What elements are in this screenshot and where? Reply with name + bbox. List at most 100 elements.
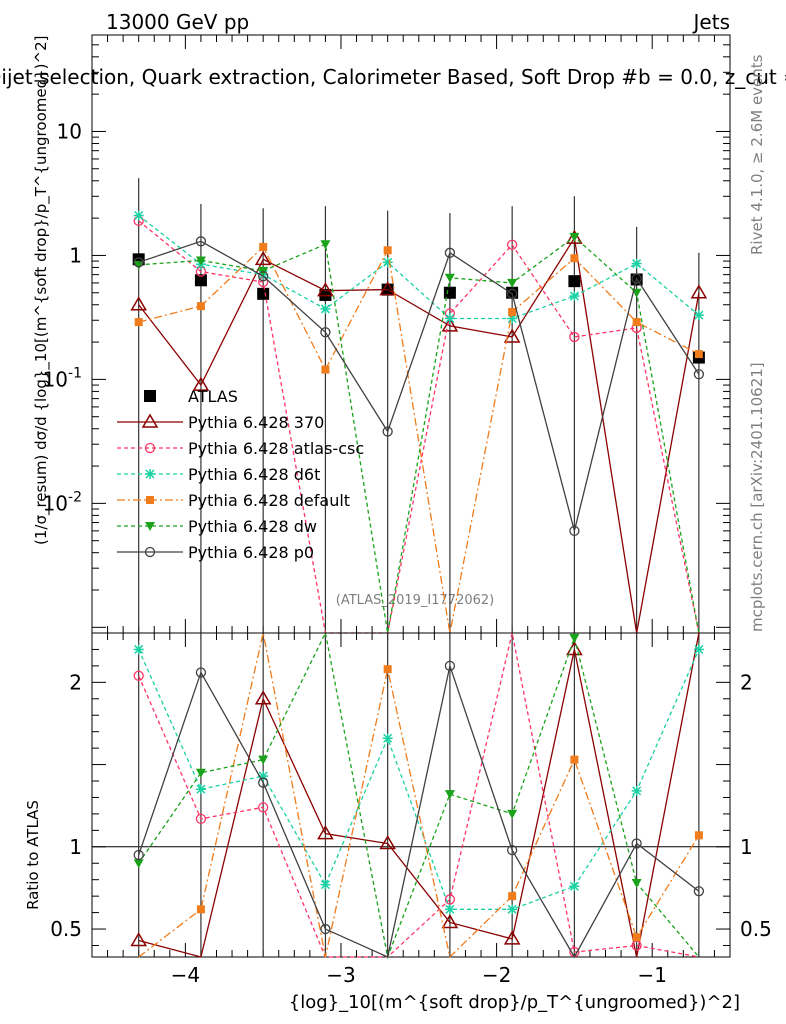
- x-tick-label: −2: [482, 963, 511, 987]
- main-y-tick-label: 10-1: [43, 365, 82, 391]
- point-370: [130, 296, 147, 311]
- point-default: [570, 254, 579, 263]
- ratio-point-default: [570, 755, 579, 764]
- point-default: [632, 318, 641, 327]
- ratio-point-p0: [444, 660, 456, 672]
- legend-label-370: Pythia 6.428 370: [188, 413, 324, 432]
- ratio-point-d6t: [507, 904, 518, 915]
- ratio-point-d6t: [631, 785, 642, 796]
- point-d6t: [569, 291, 580, 302]
- legend-marker-d6t: [145, 469, 155, 479]
- ratio-point-370: [317, 825, 334, 840]
- ratio-point-p0: [195, 667, 207, 678]
- series-line-atlas-csc: [138, 220, 700, 634]
- main-panel: 10-2 10-1 1 10: [43, 34, 731, 957]
- point-370: [379, 281, 396, 296]
- series-line-dw: [138, 236, 700, 634]
- series-line-370: [138, 236, 700, 634]
- x-tick-label: −4: [171, 963, 200, 987]
- point-atlas-csc: [569, 331, 580, 343]
- series-line-p0: [138, 240, 700, 532]
- legend-label-d6t: Pythia 6.428 d6t: [188, 465, 320, 484]
- ratio-line-dw: [138, 630, 700, 960]
- ratio-point-370: [441, 913, 459, 929]
- ratio-point-370: [379, 835, 396, 850]
- ratio-y-tick-label: 1: [69, 835, 82, 859]
- series-line-default: [138, 245, 700, 634]
- ratio-line-370: [138, 632, 700, 958]
- legend-marker-p0: [144, 546, 156, 558]
- ratio-panel: −4 −3 −2 −1 0.5 0.5 1 1 2 2: [50, 630, 772, 987]
- ratio-point-p0: [320, 923, 331, 935]
- ratio-y-axis-title: Ratio to ATLAS: [24, 800, 42, 910]
- ratio-line-atlas-csc: [138, 632, 699, 958]
- ratio-point-default: [508, 892, 517, 901]
- ratio-line-p0: [138, 663, 700, 959]
- point-370: [690, 284, 708, 299]
- point-default: [383, 246, 392, 255]
- point-p0: [133, 257, 144, 268]
- legend-marker-ATLAS: [144, 390, 156, 402]
- ratio-point-dw: [444, 790, 455, 800]
- point-default: [134, 318, 143, 327]
- point-p0: [569, 525, 580, 537]
- ratio-point-d6t: [693, 644, 704, 655]
- ratio-point-dw: [195, 768, 206, 778]
- series-line-d6t: [138, 214, 700, 320]
- point-370: [317, 282, 334, 297]
- ratio-point-dw: [569, 633, 580, 643]
- ratio-point-default: [196, 905, 205, 914]
- main-y-tick-label: 1: [69, 243, 82, 267]
- ratio-point-dw: [631, 878, 642, 888]
- ratio-point-atlas-csc: [258, 802, 269, 813]
- point-default: [508, 307, 517, 316]
- ratio-y-tick-label: 2: [69, 670, 82, 694]
- ratio-point-d6t: [382, 733, 393, 744]
- ratio-y-tick-label-right: 0.5: [740, 917, 772, 941]
- point-ATLAS: [194, 274, 207, 287]
- ratio-line-d6t: [138, 649, 700, 910]
- ratio-point-d6t: [444, 904, 455, 915]
- point-ATLAS: [257, 287, 270, 300]
- point-p0: [258, 271, 269, 282]
- legend-label-p0: Pythia 6.428 p0: [188, 543, 314, 562]
- point-ATLAS: [568, 275, 581, 288]
- ratio-line-default: [138, 632, 700, 959]
- point-370: [441, 317, 459, 332]
- legend-label-default: Pythia 6.428 default: [188, 491, 350, 510]
- ratio-y-tick-label: 0.5: [50, 917, 82, 941]
- point-dw: [195, 256, 206, 266]
- point-d6t: [444, 313, 455, 324]
- ratio-point-370: [503, 930, 521, 945]
- x-tick-label: −3: [326, 963, 355, 987]
- ratio-point-default: [632, 933, 641, 942]
- point-p0: [693, 369, 705, 380]
- mcplots-label: mcplots.cern.ch [arXiv:2401.10621]: [748, 362, 766, 632]
- ratio-point-atlas-csc: [195, 813, 207, 824]
- main-y-tick-label: 10: [57, 119, 82, 143]
- ratio-point-dw: [507, 809, 518, 819]
- legend-marker-370: [141, 413, 159, 428]
- header-process: Jets: [692, 10, 730, 34]
- legend-label-dw: Pythia 6.428 dw: [188, 517, 317, 536]
- ratio-point-atlas-csc: [444, 894, 456, 905]
- ratio-point-p0: [631, 838, 642, 849]
- point-370: [254, 250, 272, 266]
- ratio-point-dw: [258, 755, 269, 765]
- point-370: [566, 229, 583, 244]
- x-axis-title: {log}_10[(m^{soft drop}/p_T^{ungroomed})…: [289, 992, 740, 1013]
- point-default: [196, 302, 205, 311]
- ratio-point-p0: [693, 886, 705, 897]
- point-default: [694, 350, 703, 359]
- ratio-point-370: [254, 690, 272, 705]
- legend: ATLAS Pythia 6.428 370 Pythia 6.428 atlas-…: [117, 387, 364, 562]
- point-d6t: [693, 310, 704, 321]
- ratio-point-d6t: [569, 881, 580, 892]
- ratio-point-p0: [506, 844, 518, 856]
- point-p0: [631, 273, 642, 284]
- point-default: [321, 365, 330, 374]
- ratio-point-p0: [258, 777, 269, 788]
- main-y-tick-label: 10-2: [43, 489, 82, 515]
- point-dw: [444, 273, 455, 283]
